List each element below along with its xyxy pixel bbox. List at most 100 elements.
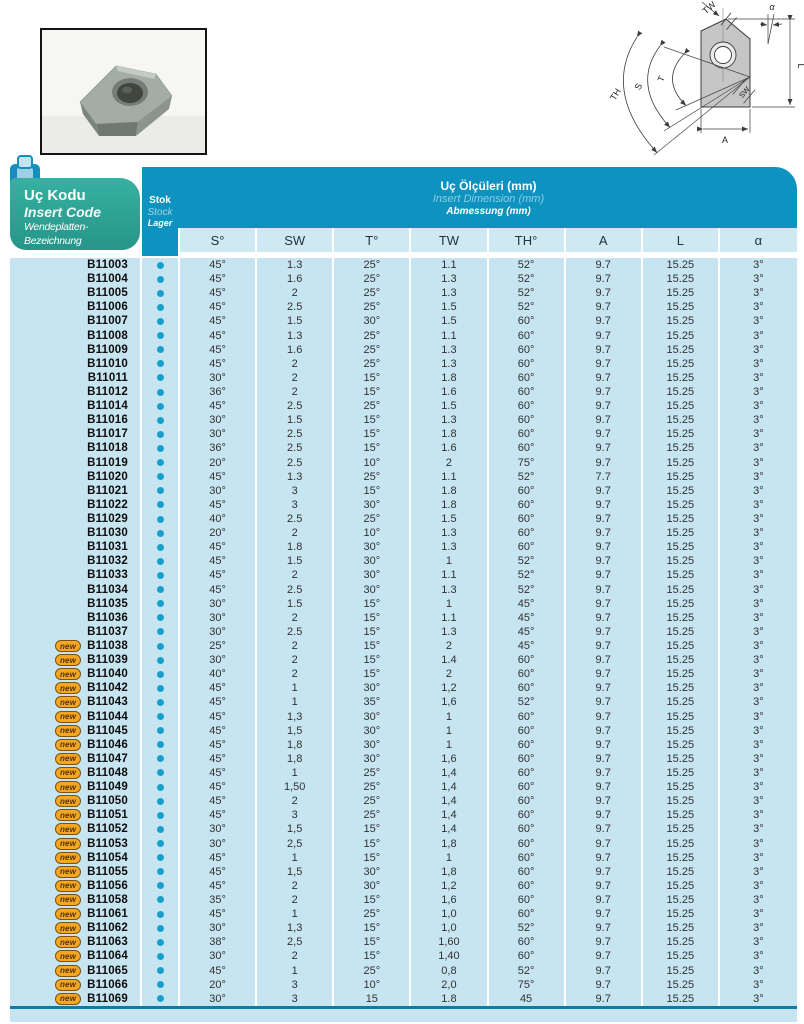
dimension-value: 1,0: [411, 907, 489, 922]
stock-cell: [142, 695, 180, 710]
dimension-value: 3°: [753, 766, 764, 779]
insert-code: B11063: [87, 936, 128, 949]
dimension-value: 30°: [180, 610, 258, 625]
table-row: new B11055 45° 1,5 30° 1,8 60° 9.7 15.25 3°: [10, 864, 797, 879]
insert-code-cell: B11037: [10, 624, 142, 639]
insert-code: B11045: [87, 724, 128, 737]
dimension-value: 45°: [180, 469, 258, 484]
dimension-value: 60°: [489, 540, 566, 555]
dimension-value: 1,2: [411, 681, 489, 696]
dimension-value: 1.6: [257, 342, 335, 357]
table-row: B11017 30° 2.5 15° 1.8 60° 9.7 15.25 3°: [10, 427, 797, 442]
dimension-value: 30°: [180, 427, 258, 442]
insert-code: B11016: [87, 414, 128, 427]
dimension-value: 45°: [489, 624, 566, 639]
dimension-value: 1,0: [411, 921, 489, 936]
table-row: new B11064 30° 2 15° 1,40 60° 9.7 15.25 3°: [10, 949, 797, 964]
dimension-value: 60°: [489, 483, 566, 498]
dimension-value: 15.25: [643, 356, 720, 371]
dimension-value: 9.7: [566, 582, 643, 597]
dimension-value: 9.7: [566, 328, 643, 343]
dimension-value: 52°: [489, 921, 566, 936]
dimension-value: 9.7: [566, 342, 643, 357]
table-row: B11014 45° 2.5 25° 1.5 60° 9.7 15.25 3°: [10, 399, 797, 414]
dimension-value: 60°: [489, 907, 566, 922]
dimension-value: 15.25: [643, 610, 720, 625]
dimension-value: 3°: [753, 809, 764, 822]
stock-dot-icon: [156, 670, 164, 678]
dimension-value: 15.25: [643, 977, 720, 992]
dimension-value: 25°: [334, 511, 412, 527]
dimension-value: 15.25: [643, 286, 720, 301]
dimension-value: 15.25: [643, 963, 720, 978]
dimension-value: 60°: [489, 356, 566, 371]
dimension-value: 1.5: [411, 314, 489, 329]
dimension-value: 30°: [334, 864, 412, 879]
dimension-value: 45°: [180, 878, 258, 893]
dimension-value: 60°: [489, 413, 566, 428]
insert-code-cell: new B11062: [10, 921, 142, 936]
table-row: new B11043 45° 1 35° 1,6 52° 9.7 15.25 3°: [10, 695, 797, 710]
dimension-value: 15°: [334, 949, 412, 964]
stock-cell: [142, 709, 180, 724]
dimension-value: 1,5: [257, 864, 335, 879]
dimension-value: 15.25: [643, 751, 720, 766]
stock-cell: [142, 878, 180, 893]
dimension-value: 60°: [489, 328, 566, 343]
table-row: B11020 45° 1.3 25° 1.1 52° 7.7 15.25 3°: [10, 469, 797, 484]
stock-dot-icon: [156, 459, 164, 467]
stock-dot-icon: [156, 981, 164, 989]
dimension-value: 9.7: [566, 497, 643, 512]
dimension-value: 10°: [334, 526, 412, 541]
dimension-value: 9.7: [566, 286, 643, 301]
dimension-value: 30°: [334, 709, 412, 724]
dimension-value: 2: [257, 356, 335, 371]
dimension-value: 25°: [334, 907, 412, 922]
dimension-value: 1.3: [411, 272, 489, 287]
table-row: new B11044 45° 1,3 30° 1 60° 9.7 15.25 3°: [10, 709, 797, 724]
insert-code: B11053: [87, 837, 128, 850]
stock-cell: [142, 441, 180, 456]
dimension-value: 30°: [180, 991, 258, 1006]
dimension-value: 30°: [180, 949, 258, 964]
dimension-value: 9.7: [566, 681, 643, 696]
dimension-value: 9.7: [566, 258, 643, 273]
stock-column-header: Stok Stock Lager: [142, 167, 178, 256]
insert-code-cell: new B11055: [10, 864, 142, 879]
dimension-value: 3: [257, 497, 335, 512]
new-badge: new: [54, 752, 82, 765]
dimension-value: 45°: [180, 751, 258, 766]
new-badge: new: [54, 668, 82, 681]
stock-dot-icon: [156, 515, 164, 523]
dimension-value: 9.7: [566, 907, 643, 922]
dimension-value: 1.8: [411, 483, 489, 498]
insert-code: B11014: [87, 400, 128, 413]
insert-code: B11017: [87, 428, 128, 441]
insert-code: B11037: [87, 625, 128, 638]
insert-code-cell: new B11038: [10, 638, 142, 654]
dimension-value: 15.25: [643, 780, 720, 795]
dimension-value: 1.1: [411, 258, 489, 273]
dimension-value: 15.25: [643, 370, 720, 385]
dimension-value: 9.7: [566, 483, 643, 498]
dimension-value: 25°: [334, 399, 412, 414]
stock-dot-icon: [156, 487, 164, 495]
insert-code-cell: new B11044: [10, 709, 142, 724]
stock-cell: [142, 949, 180, 964]
table-row: B11005 45° 2 25° 1.3 52° 9.7 15.25 3°: [10, 286, 797, 301]
dimension-value: 45°: [180, 864, 258, 879]
dimension-value: 45°: [180, 554, 258, 569]
dimension-value: 2: [257, 526, 335, 541]
dimension-value: 60°: [489, 836, 566, 851]
stock-cell: [142, 907, 180, 922]
table-bottom-margin: [10, 1009, 797, 1022]
new-badge: new: [54, 724, 82, 737]
table-row: B11021 30° 3 15° 1.8 60° 9.7 15.25 3°: [10, 483, 797, 498]
dimension-value: 15.25: [643, 737, 720, 752]
dimension-value: 1,40: [411, 949, 489, 964]
dimension-value: 2,5: [257, 935, 335, 950]
dimension-value: 1,4: [411, 794, 489, 809]
dimension-value: 2.5: [257, 441, 335, 456]
dimension-value: 1,8: [411, 836, 489, 851]
dimension-value: 45°: [180, 356, 258, 371]
